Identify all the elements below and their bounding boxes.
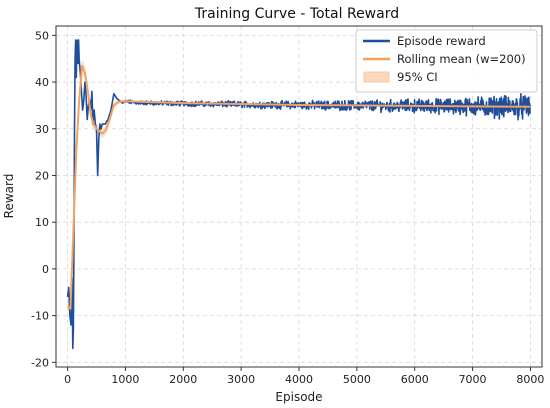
y-tick-label: -20 (31, 356, 49, 369)
x-tick-label: 2000 (169, 373, 197, 386)
x-tick-label: 1000 (111, 373, 139, 386)
rolling-mean-layer (66, 64, 531, 310)
y-tick-label: 20 (35, 169, 49, 182)
y-tick-label: 0 (42, 263, 49, 276)
x-tick-label: 6000 (401, 373, 429, 386)
chart-title: Training Curve - Total Reward (194, 6, 399, 22)
x-tick-label: 4000 (285, 373, 313, 386)
x-tick-label: 0 (64, 373, 71, 386)
legend-label-rolling-mean: Rolling mean (w=200) (397, 52, 526, 66)
legend-label-episode-reward: Episode reward (397, 34, 486, 48)
legend: Episode reward Rolling mean (w=200) 95% … (355, 29, 538, 93)
x-tick-label: 5000 (343, 373, 371, 386)
y-tick-label: -10 (31, 310, 49, 323)
y-axis-ticks: -20 -10 0 10 20 30 40 50 (31, 29, 56, 369)
legend-label-ci: 95% CI (397, 70, 438, 84)
y-tick-label: 40 (35, 76, 49, 89)
y-tick-label: 30 (35, 123, 49, 136)
x-tick-label: 7000 (459, 373, 487, 386)
y-axis-title: Reward (2, 174, 16, 219)
x-tick-label: 8000 (516, 373, 544, 386)
x-tick-label: 3000 (227, 373, 255, 386)
y-tick-label: 10 (35, 216, 49, 229)
x-axis-title: Episode (275, 390, 322, 404)
x-axis-ticks: 0 1000 2000 3000 4000 5000 6000 7000 8000 (64, 367, 544, 386)
legend-box (355, 29, 538, 93)
legend-swatch-ci (363, 71, 390, 83)
rolling-mean-line (66, 64, 531, 310)
y-tick-label: 50 (35, 29, 49, 42)
